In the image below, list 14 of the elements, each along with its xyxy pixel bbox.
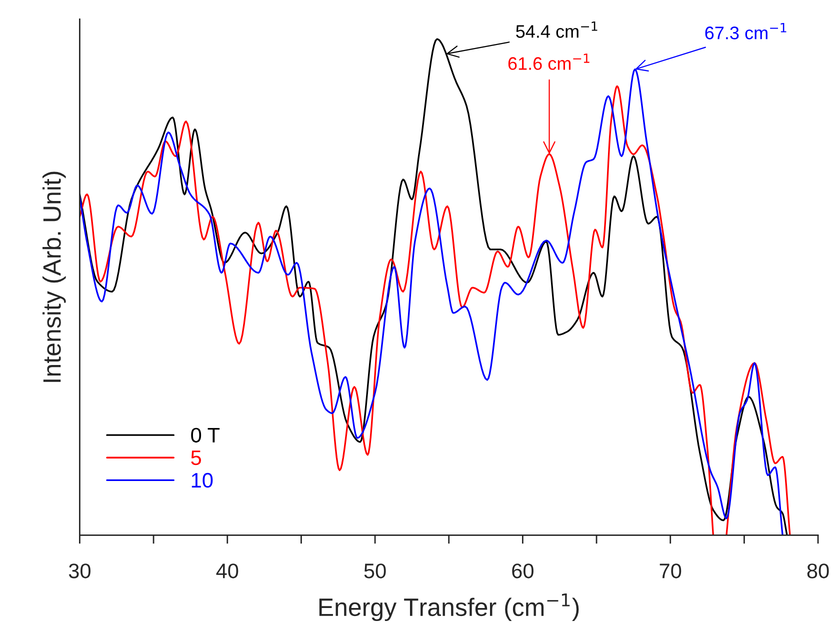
x-tick-label: 60 <box>512 564 534 578</box>
x-tick-label: 50 <box>364 564 386 578</box>
legend-label: 0 T <box>191 428 220 443</box>
annotation: 61.6 cm$^{−1}$ <box>508 54 590 70</box>
annotation: 67.3 cm$^{−1}$ <box>705 23 786 40</box>
legend-label: 5 <box>191 450 202 466</box>
x-tick-label: 30 <box>68 564 90 578</box>
x-axis-title: Energy Transfer (cm$^{−1}$) <box>319 594 579 622</box>
x-tick-label: 70 <box>660 564 682 578</box>
x-tick-label: 80 <box>807 564 829 578</box>
y-axis-title: Intensity (Arb. Unit) <box>42 172 66 382</box>
x-tick-label: 40 <box>216 564 238 578</box>
annotation: 54.4 cm$^{−1}$ <box>516 22 598 38</box>
legend-label: 10 <box>192 472 213 488</box>
